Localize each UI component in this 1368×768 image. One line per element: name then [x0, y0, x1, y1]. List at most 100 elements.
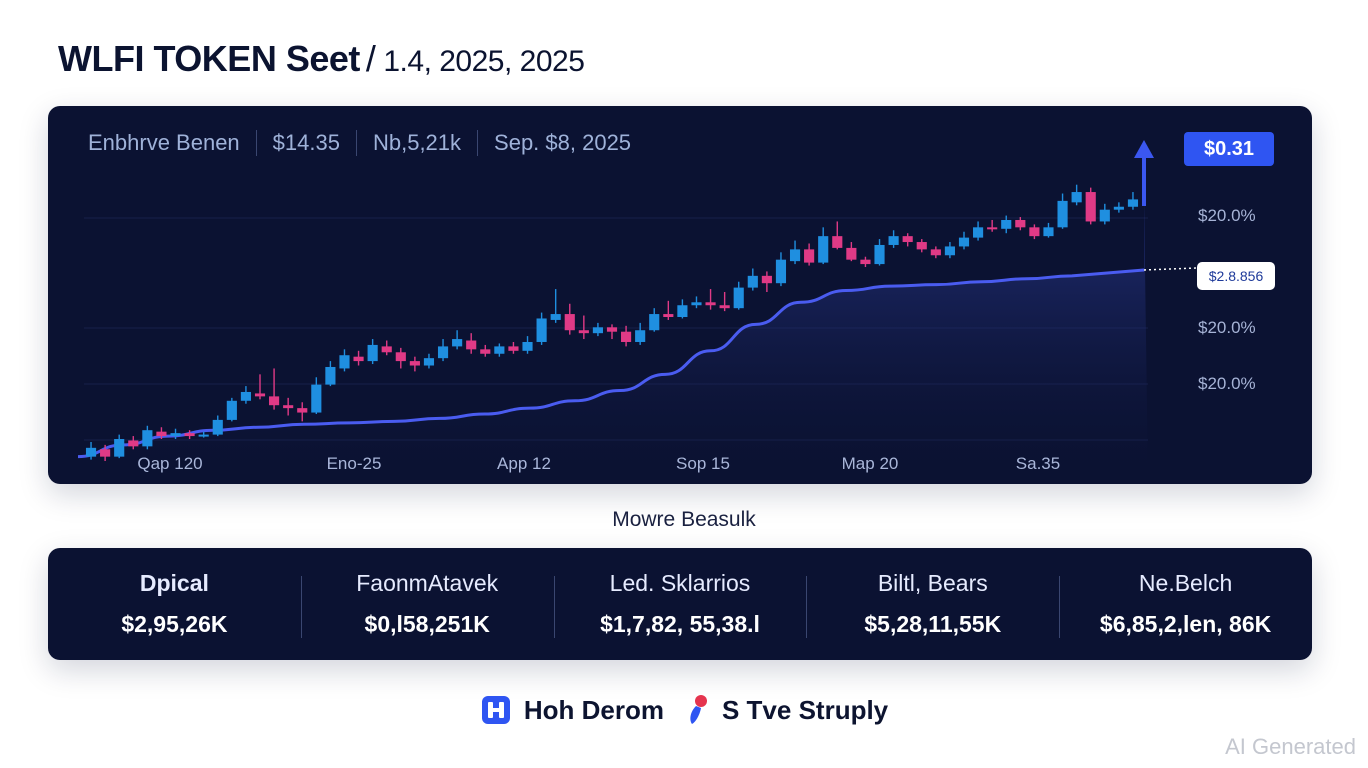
candle-bull — [1113, 206, 1124, 210]
brand-name: S Tve Struply — [721, 694, 889, 725]
candle-bear — [578, 330, 589, 334]
candle-bull — [649, 314, 660, 331]
summary-value: $0,l58,251K — [364, 611, 490, 637]
candle-bear — [719, 305, 730, 309]
shield-logo-icon — [481, 696, 510, 724]
candle-bear — [846, 247, 857, 260]
candle-bear — [564, 314, 575, 331]
candle-bull — [874, 244, 885, 265]
y-axis-label: $20.0% — [1198, 318, 1256, 337]
candle-bull — [212, 419, 223, 435]
title-separator: / — [365, 38, 376, 79]
stat-volume: Nb,5,21k — [355, 130, 477, 156]
candle-bear — [916, 242, 927, 250]
y-axis-label: $20.0% — [1198, 206, 1256, 225]
candle-bear — [1015, 219, 1026, 228]
summary-label: FaonmAtavek — [356, 570, 499, 596]
candle-bull — [198, 434, 209, 437]
candle-bull — [635, 330, 646, 342]
candle-bear — [283, 405, 294, 409]
candle-bear — [466, 340, 477, 350]
summary-value: $5,28,11,55K — [864, 611, 1002, 637]
candle-bull — [1127, 199, 1139, 207]
candle-bull — [1099, 209, 1110, 222]
y-axis-label: $20.0% — [1198, 374, 1256, 393]
candle-bull — [367, 344, 378, 362]
summary-card: Dpical $2,95,26K FaonmAtavek $0,l58,251K… — [48, 548, 1312, 660]
candle-bull — [888, 236, 899, 245]
candle-bull — [677, 305, 688, 317]
candle-bull — [973, 227, 984, 238]
candle-bear — [606, 327, 618, 332]
candle-bear — [804, 249, 815, 263]
candle-bull — [114, 439, 125, 457]
ai-generated-watermark: AI Generated — [1225, 734, 1356, 759]
candle-bull — [1071, 192, 1082, 203]
summary-item: FaonmAtavek $0,l58,251K — [300, 548, 554, 660]
candle-bull — [592, 327, 603, 334]
brand-name: Hoh Derom — [523, 694, 664, 725]
price-badge: $0.31 — [1184, 132, 1274, 166]
candle-bull — [311, 384, 322, 413]
summary-item: Ne.Belch $6,85,2,len, 86K — [1059, 548, 1312, 660]
candle-bull — [789, 249, 801, 262]
candle-bull — [818, 236, 829, 263]
candle-bull — [452, 339, 463, 347]
summary-label: Ne.Belch — [1138, 570, 1233, 596]
candle-bull — [170, 433, 181, 437]
candles — [85, 184, 1139, 462]
forecast-line — [1143, 267, 1199, 271]
candle-bear — [184, 433, 195, 437]
candle-bull — [423, 358, 435, 366]
candle-bull — [240, 391, 251, 401]
stat-name: Enbhrve Benen — [88, 130, 240, 155]
up-arrow-icon — [1134, 140, 1154, 206]
brand-hoh-derom: Hoh Derom — [480, 694, 664, 726]
trend-area — [78, 199, 1148, 476]
x-tick-label: Sa.35 — [1015, 454, 1061, 473]
candle-bear — [254, 393, 266, 397]
candle-bear — [269, 396, 280, 406]
candle-bear — [902, 236, 913, 243]
candle-bull — [1043, 227, 1054, 237]
candle-bear — [663, 314, 674, 317]
candle-bull — [691, 302, 702, 306]
candle-bull — [339, 355, 350, 369]
candle-bear — [409, 361, 420, 366]
candle-bear — [353, 356, 364, 362]
stats-row: Enbhrve Benen $14.35 Nb,5,21k Sep. $8, 2… — [88, 130, 647, 156]
brand-s-tve-struply: S Tve Struply — [686, 694, 888, 726]
candle-bear — [832, 236, 843, 248]
candle-bull — [226, 400, 237, 420]
candle-bull — [1057, 200, 1068, 228]
candle-bear — [860, 259, 871, 265]
candle-bull — [437, 346, 449, 359]
candle-bull — [944, 246, 955, 256]
page-title: WLFI TOKEN Seet/1.4, 2025, 2025 — [58, 38, 585, 80]
x-tick-label: Qap 120 — [137, 454, 203, 473]
candlestick-chart — [77, 140, 1199, 476]
candle-bull — [325, 366, 336, 385]
candle-bear — [621, 331, 632, 342]
summary-item: Led. Sklarrios $1,7,82, 55,38.l — [553, 548, 807, 660]
candle-bull — [550, 314, 561, 320]
candle-bull — [142, 430, 153, 447]
candle-bear — [1085, 192, 1096, 222]
candle-bear — [480, 349, 491, 354]
candle-bear — [508, 346, 519, 351]
current-price-badge: $2.8.856 — [1197, 262, 1275, 290]
summary-label: Led. Sklarrios — [609, 570, 751, 596]
x-tick-label: Sop 15 — [676, 454, 730, 473]
candle-bull — [522, 341, 533, 351]
candle-bear — [156, 431, 167, 437]
summary-label: Biltl, Bears — [877, 570, 988, 596]
candle-bear — [100, 449, 111, 457]
candle-bear — [705, 302, 716, 306]
footer-brands: Hoh Derom S Tve Struply — [0, 694, 1368, 726]
candle-bull — [733, 287, 744, 309]
stat-price: $14.35 — [255, 130, 356, 156]
pin-logo-icon — [690, 695, 707, 724]
title-date: 1.4, 2025, 2025 — [383, 45, 585, 78]
candle-bear — [297, 408, 308, 413]
summary-item: Dpical $2,95,26K — [48, 548, 301, 660]
